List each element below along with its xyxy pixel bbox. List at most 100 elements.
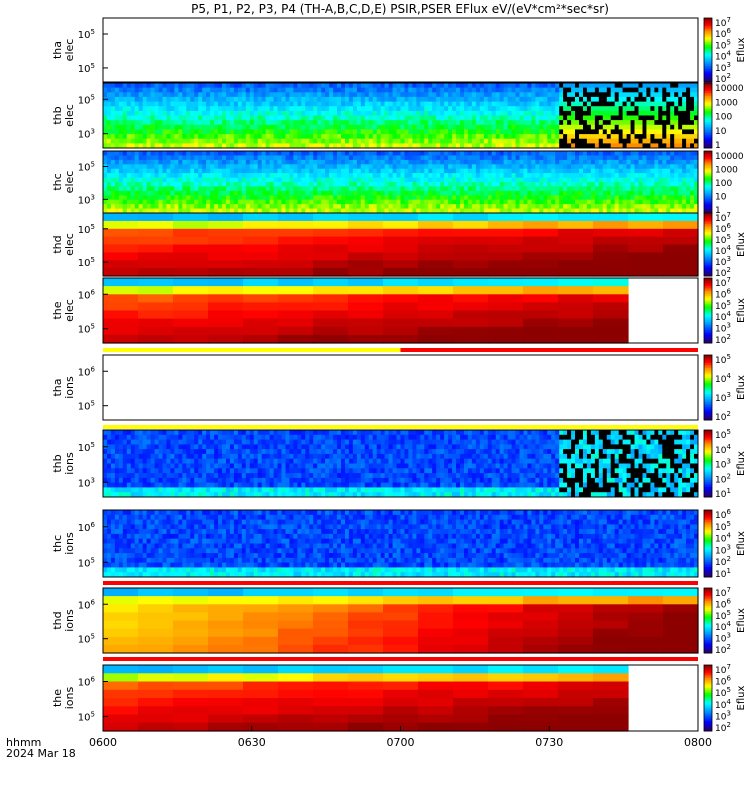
spectrogram-cell: [523, 244, 559, 253]
spectrogram-cell: [269, 164, 275, 170]
spectrogram-cell: [412, 110, 417, 116]
spectrogram-cell: [341, 199, 346, 205]
spectrogram-cell: [404, 92, 409, 98]
spectrogram-cell: [563, 101, 568, 107]
spectrogram-cell: [444, 173, 449, 178]
spectrogram-cell: [301, 177, 306, 183]
spectrogram-cell: [646, 186, 651, 192]
spectrogram-cell: [440, 151, 445, 156]
spectrogram-cell: [126, 134, 132, 140]
spectrogram-cell: [237, 190, 243, 196]
tick-mantissa: 10: [715, 394, 727, 404]
spectrogram-cell: [208, 294, 244, 303]
spectrogram-cell: [293, 110, 298, 116]
spectrogram-cell: [479, 173, 485, 178]
spectrogram-cell: [233, 101, 239, 107]
spectrogram-cell: [670, 190, 675, 196]
spectrogram-cell: [245, 120, 251, 126]
spectrogram-cell: [622, 199, 628, 205]
spectrogram-cell: [531, 208, 536, 214]
spectrogram-cell: [555, 204, 560, 209]
spectrogram-cell: [229, 186, 235, 192]
spectrogram-cell: [182, 106, 187, 112]
colorbar-step: [704, 96, 712, 99]
spectrogram-cell: [690, 190, 695, 196]
spectrogram-cell: [158, 204, 163, 209]
spectrogram-cell: [348, 101, 354, 107]
spectrogram-cell: [325, 129, 330, 135]
spectrogram-cell: [515, 195, 520, 201]
spectrogram-cell: [539, 134, 544, 140]
spectrogram-cell: [126, 87, 132, 93]
spectrogram-cell: [650, 155, 655, 161]
spectrogram-cell: [586, 168, 592, 174]
spectrogram-cell: [666, 204, 671, 209]
spectrogram-cell: [523, 143, 528, 149]
spectrogram-cell: [523, 182, 528, 187]
spectrogram-cell: [226, 204, 231, 209]
spectrogram-cell: [523, 195, 528, 201]
spectrogram-cell: [384, 124, 390, 130]
spectrogram-cell: [670, 199, 675, 205]
spectrogram-cell: [488, 252, 524, 261]
spectrogram-cell: [535, 208, 540, 214]
spectrogram-cell: [626, 83, 632, 89]
spectrogram-cell: [277, 143, 282, 149]
spectrogram-cell: [305, 101, 310, 107]
spectrogram-cell: [444, 151, 449, 156]
spectrogram-cell: [210, 101, 215, 107]
spectrogram-cell: [583, 168, 588, 174]
spectrogram-cell: [424, 173, 429, 178]
spectrogram-cell: [243, 213, 279, 222]
spectrogram-cell: [202, 120, 207, 126]
spectrogram-cell: [436, 124, 441, 130]
spectrogram-cell: [170, 134, 175, 140]
spectrogram-cell: [436, 155, 441, 161]
spectrogram-cell: [313, 173, 318, 178]
spectrogram-cell: [464, 96, 469, 102]
spectrogram-cell: [158, 101, 163, 107]
spectrogram-cell: [170, 177, 175, 183]
spectrogram-cell: [249, 199, 255, 205]
spectrogram-cell: [261, 87, 267, 93]
colorbar-step: [704, 115, 712, 118]
spectrogram-cell: [321, 110, 326, 116]
colorbar-tick-label: 104: [715, 244, 731, 257]
spectrogram-cell: [154, 190, 160, 196]
spectrogram-cell: [174, 110, 179, 116]
spectrogram-cell: [650, 96, 655, 102]
spectrogram-cell: [277, 138, 282, 144]
spectrogram-cell: [285, 87, 290, 93]
spectrogram-cell: [103, 138, 108, 144]
spectrogram-cell: [190, 101, 195, 107]
spectrogram-cell: [408, 129, 413, 135]
colorbar-step: [704, 194, 712, 197]
spectrogram-cell: [329, 186, 334, 192]
spectrogram-cell: [670, 134, 675, 140]
spectrogram-cell: [107, 463, 112, 469]
spectrogram-cell: [345, 151, 350, 156]
colorbar-step: [704, 239, 712, 242]
spectrogram-cell: [678, 199, 683, 205]
spectrogram-cell: [622, 168, 628, 174]
spectrogram-cell: [678, 101, 683, 107]
colorbar-tick-label: 100: [715, 179, 732, 189]
spectrogram-cell: [174, 101, 179, 107]
spectrogram-cell: [511, 92, 517, 98]
spectrogram-cell: [618, 143, 624, 149]
spectrogram-cell: [241, 96, 247, 102]
spectrogram-cell: [110, 458, 116, 464]
spectrogram-cell: [420, 177, 425, 183]
spectrogram-cell: [126, 110, 132, 116]
spectrogram-cell: [448, 186, 453, 192]
spectrogram-cell: [539, 115, 544, 121]
spectrogram-cell: [122, 439, 128, 445]
spectrogram-cell: [269, 177, 275, 183]
spectrogram-cell: [471, 208, 477, 214]
spectrogram-cell: [610, 151, 616, 156]
spectrogram-cell: [218, 138, 223, 144]
spectrogram-cell: [170, 168, 175, 174]
colorbar-step: [704, 364, 712, 367]
spectrogram-cell: [539, 186, 544, 192]
spectrogram-cell: [598, 143, 604, 149]
